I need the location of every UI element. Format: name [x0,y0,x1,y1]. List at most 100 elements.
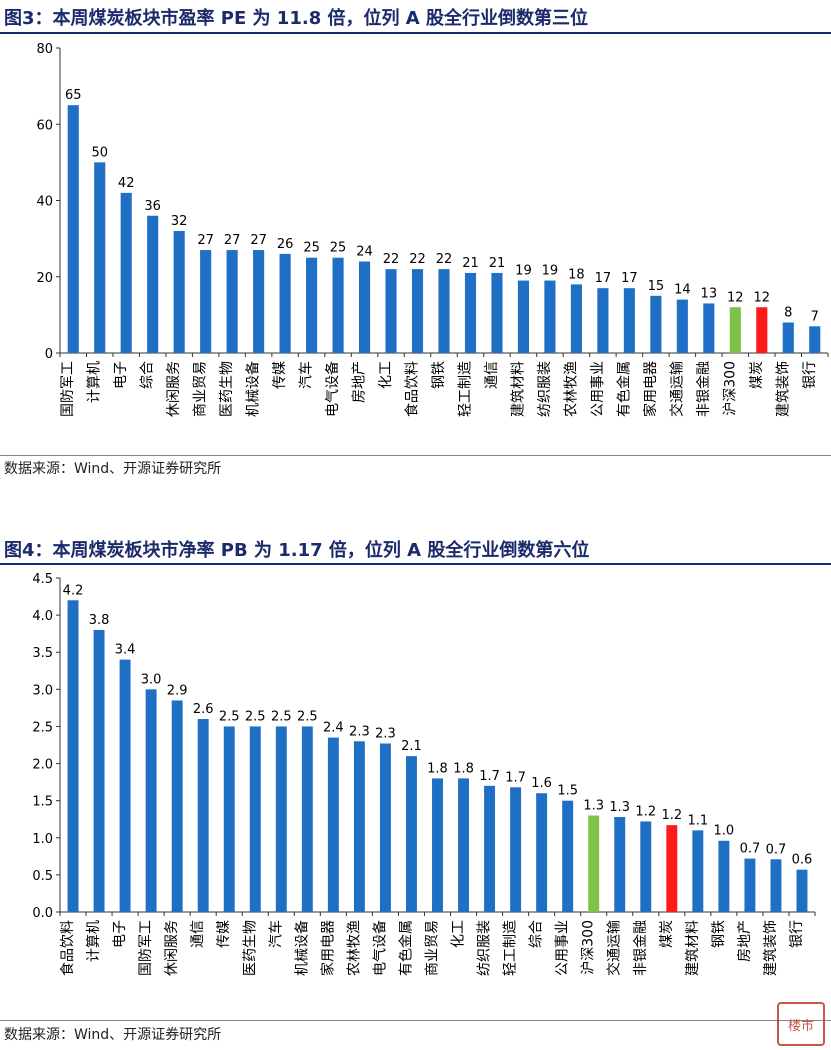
bar [93,629,105,912]
bar [458,778,470,912]
data-label: 26 [277,237,294,252]
category-label: 纺织服装 [477,920,493,976]
data-label: 2.5 [297,709,318,724]
category-label: 房地产 [737,920,753,962]
data-label: 8 [784,306,792,321]
bar [147,215,159,353]
data-label: 15 [648,279,665,294]
category-label: 传媒 [272,361,288,389]
data-label: 25 [303,241,320,256]
bar [67,105,79,353]
category-label: 化工 [451,920,467,948]
bar [171,700,183,912]
category-label: 沪深300 [581,920,597,975]
bar [353,741,365,912]
data-label: 12 [727,290,744,305]
category-label: 传媒 [216,920,232,948]
data-label: 7 [811,309,819,324]
category-label: 医药生物 [219,361,235,417]
category-label: 商业贸易 [425,920,441,976]
bar [301,726,313,912]
figure3-source-rule [0,455,831,456]
category-label: 通信 [484,361,500,389]
bar [703,303,715,353]
bar [411,269,424,353]
y-tick-label: 80 [36,42,53,57]
bar [597,288,609,353]
data-label: 12 [754,290,771,305]
bar [650,295,662,353]
y-tick-label: 1.5 [32,795,53,810]
data-label: 2.6 [193,702,214,717]
figure3-title: 图3：本周煤炭板块市盈率 PE 为 11.8 倍，位列 A 股全行业倒数第三位 [4,8,588,29]
data-label: 1.5 [557,784,578,799]
category-label: 钢铁 [711,920,727,948]
data-label: 14 [674,283,691,298]
data-label: 2.5 [245,709,266,724]
category-label: 沪深300 [722,361,738,416]
data-label: 19 [515,264,532,279]
y-tick-label: 0.5 [32,869,53,884]
category-label: 国防军工 [60,361,76,417]
category-label: 银行 [802,361,818,389]
data-label: 3.0 [141,672,162,687]
bar [226,250,238,353]
data-label: 2.3 [349,724,370,739]
category-label: 计算机 [87,361,103,403]
data-label: 1.3 [583,799,604,814]
data-label: 13 [701,286,718,301]
bar [67,600,79,912]
data-label: 17 [621,271,638,286]
category-label: 建筑装饰 [775,361,791,417]
category-label: 计算机 [86,920,102,962]
category-label: 有色金属 [397,920,414,976]
data-label: 18 [568,267,585,282]
bar [588,815,600,912]
data-label: 2.1 [401,739,422,754]
bar [517,280,530,353]
category-label: 交通运输 [668,361,685,417]
bar [692,830,704,912]
data-label: 27 [197,233,214,248]
data-label: 2.5 [271,709,292,724]
data-label: 1.1 [688,813,709,828]
category-label: 钢铁 [431,361,447,389]
category-label: 公用事业 [590,361,606,417]
bar [544,280,556,353]
bar [666,825,678,912]
bar [623,288,635,353]
category-label: 轻工制造 [457,361,473,417]
category-label: 建筑材料 [685,920,701,976]
category-label: 医药生物 [242,920,258,976]
category-label: 食品饮料 [404,361,421,417]
bar [614,816,626,912]
data-label: 1.7 [505,770,526,785]
y-tick-label: 3.0 [32,683,53,698]
figure4-title: 图4：本周煤炭板块市净率 PB 为 1.17 倍，位列 A 股全行业倒数第六位 [4,540,590,561]
y-tick-label: 4.5 [32,572,53,587]
category-label: 非银金融 [696,361,712,417]
bar [223,726,235,912]
data-label: 2.9 [167,683,188,698]
data-label: 27 [224,233,241,248]
category-label: 家用电器 [642,361,659,417]
category-label: 纺织服装 [537,361,553,417]
category-label: 休闲服务 [164,920,180,976]
figure3-source: 数据来源：Wind、开源证券研究所 [4,461,222,477]
y-tick-label: 1.0 [32,832,53,847]
bar [770,859,782,912]
bar [718,840,730,912]
figure4-source: 数据来源：Wind、开源证券研究所 [4,1027,222,1043]
data-label: 32 [171,214,188,229]
y-tick-label: 60 [36,118,53,133]
data-label: 2.5 [219,709,240,724]
category-label: 电子 [112,920,128,948]
bar [249,726,261,912]
y-tick-label: 4.0 [32,609,53,624]
pe-bar-chart: 0 20 40 60 80 65 国防军工 50 计算机 42 电子 36 综合 32 休闲服务 27 商业贸易… [36,42,829,417]
data-label: 21 [462,256,479,271]
bar [385,269,397,353]
category-label: 休闲服务 [166,361,182,417]
category-label: 交通运输 [606,920,623,976]
data-label: 2.4 [323,721,344,736]
